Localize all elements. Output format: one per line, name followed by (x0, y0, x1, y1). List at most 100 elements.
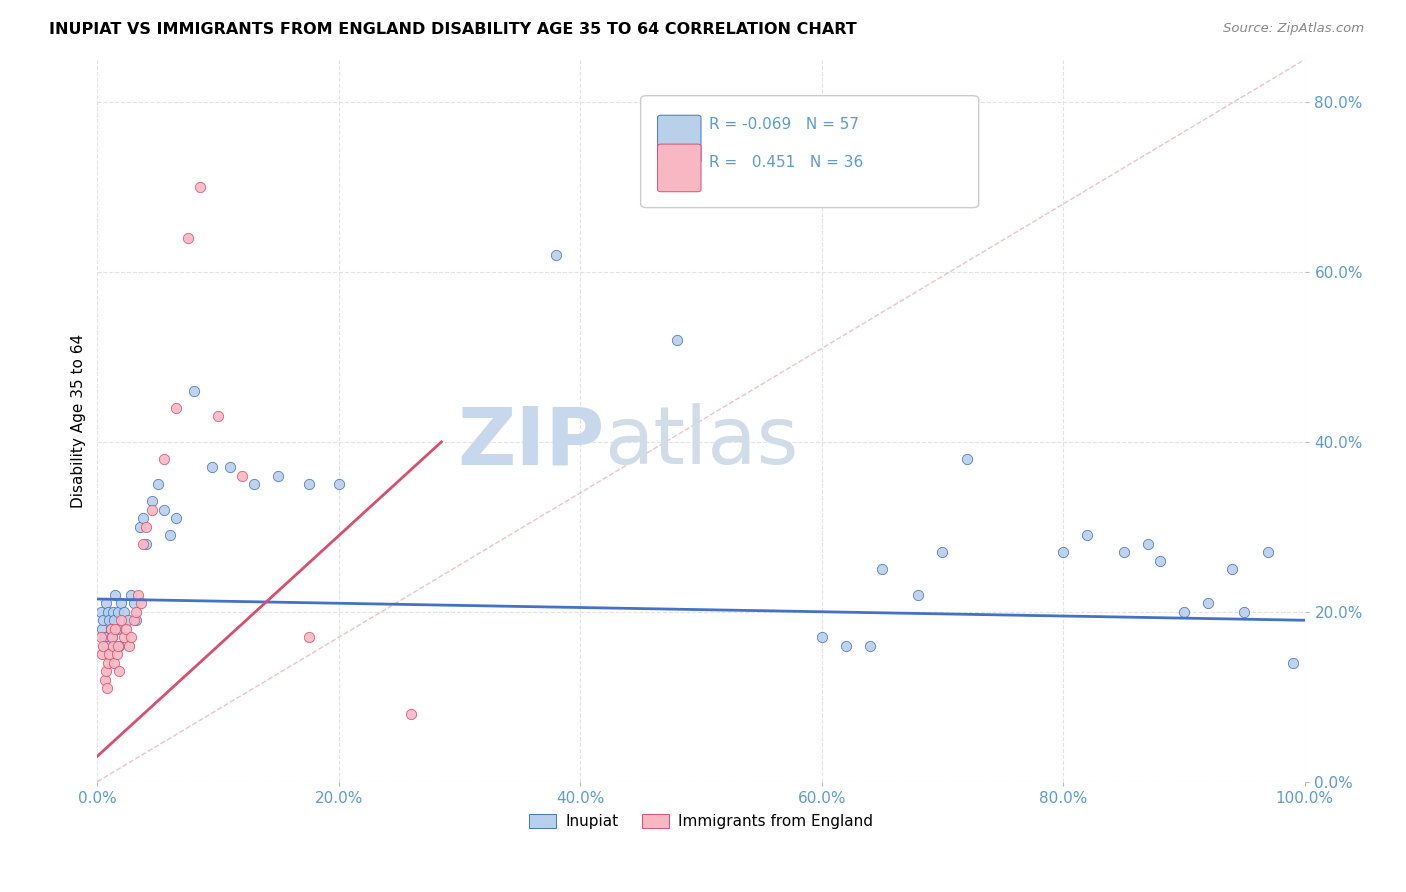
Point (810, 630, 832, 644)
Point (146, 477, 169, 491)
Point (97, 656, 120, 670)
Point (101, 639, 124, 653)
Point (98, 647, 121, 661)
Point (141, 494, 163, 508)
Point (94, 664, 117, 678)
Point (546, 248, 568, 262)
Point (231, 468, 253, 483)
Point (1233, 605, 1256, 619)
Y-axis label: Disability Age 35 to 64: Disability Age 35 to 64 (72, 334, 86, 508)
Text: atlas: atlas (605, 403, 799, 482)
Point (97, 605, 120, 619)
Point (159, 528, 181, 542)
Point (132, 537, 155, 551)
Point (103, 613, 125, 627)
Point (96, 639, 118, 653)
Text: ZIP: ZIP (457, 403, 605, 482)
Point (105, 647, 128, 661)
Point (328, 477, 350, 491)
Point (122, 596, 145, 610)
Text: R =   0.451   N = 36: R = 0.451 N = 36 (710, 155, 863, 170)
Point (103, 656, 125, 670)
Point (859, 639, 882, 653)
Point (101, 630, 124, 644)
Point (141, 503, 163, 517)
Point (112, 605, 135, 619)
FancyBboxPatch shape (658, 115, 702, 163)
Point (105, 622, 128, 636)
Point (125, 613, 148, 627)
Point (115, 622, 138, 636)
FancyBboxPatch shape (641, 95, 979, 208)
Point (90, 630, 112, 644)
Point (110, 596, 132, 610)
Point (129, 596, 152, 610)
Point (201, 460, 224, 475)
Point (665, 333, 688, 347)
Point (931, 545, 953, 559)
FancyBboxPatch shape (658, 145, 702, 192)
Point (188, 180, 211, 194)
Point (165, 511, 187, 525)
Point (120, 588, 142, 602)
Point (107, 605, 129, 619)
Point (104, 588, 127, 602)
Point (870, 562, 893, 576)
Point (91, 622, 114, 636)
Point (101, 605, 124, 619)
Point (955, 451, 977, 466)
Point (90, 605, 112, 619)
Point (120, 630, 142, 644)
Point (1257, 545, 1279, 559)
Point (298, 477, 321, 491)
Point (110, 613, 132, 627)
Point (98, 613, 121, 627)
Point (1112, 545, 1135, 559)
Point (112, 630, 135, 644)
Point (1220, 562, 1243, 576)
Point (152, 451, 174, 466)
Point (1281, 656, 1303, 670)
Point (93, 613, 115, 627)
Point (118, 639, 141, 653)
Text: INUPIAT VS IMMIGRANTS FROM ENGLAND DISABILITY AGE 35 TO 64 CORRELATION CHART: INUPIAT VS IMMIGRANTS FROM ENGLAND DISAB… (49, 22, 858, 37)
Point (96, 681, 118, 696)
Point (125, 605, 148, 619)
Point (135, 520, 157, 534)
Point (1052, 545, 1074, 559)
Point (243, 477, 266, 491)
Point (93, 673, 115, 687)
Point (128, 520, 150, 534)
Point (207, 409, 229, 424)
Point (94, 596, 117, 610)
Point (104, 622, 127, 636)
Text: R = -0.069   N = 57: R = -0.069 N = 57 (710, 118, 859, 132)
Point (108, 664, 131, 678)
Point (1149, 554, 1171, 568)
Point (399, 706, 422, 721)
Point (93, 639, 115, 653)
Point (907, 588, 929, 602)
Point (108, 639, 131, 653)
Point (1173, 605, 1195, 619)
Point (165, 401, 187, 415)
Point (101, 630, 124, 644)
Point (127, 588, 149, 602)
Point (93, 630, 115, 644)
Point (267, 468, 290, 483)
Point (132, 511, 155, 525)
Point (100, 622, 122, 636)
Point (135, 537, 157, 551)
Point (219, 460, 242, 475)
Point (177, 231, 200, 245)
Point (183, 384, 205, 398)
Point (298, 630, 321, 644)
Point (91, 647, 114, 661)
Point (152, 503, 174, 517)
Point (1197, 596, 1219, 610)
Point (122, 613, 145, 627)
Point (107, 639, 129, 653)
Point (1136, 537, 1159, 551)
Point (100, 622, 122, 636)
Text: Source: ZipAtlas.com: Source: ZipAtlas.com (1223, 22, 1364, 36)
